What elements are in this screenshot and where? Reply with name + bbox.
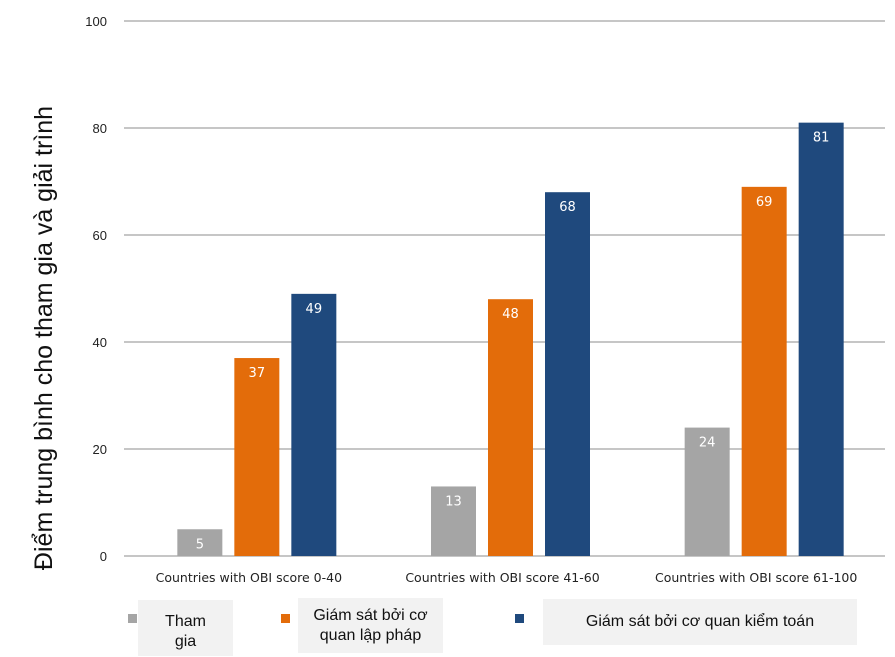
x-category-label: Countries with OBI score 41-60 xyxy=(405,570,599,585)
data-labels: 5 37 49 13 48 68 24 69 81 xyxy=(196,131,830,553)
x-axis-categories: Countries with OBI score 0-40 Countries w… xyxy=(156,570,858,585)
legend-swatch-audit xyxy=(515,614,524,623)
bar xyxy=(488,299,533,556)
data-label: 5 xyxy=(196,537,204,552)
data-label: 13 xyxy=(445,494,462,509)
y-axis-label: Điểm trung bình cho tham gia và giải trì… xyxy=(30,106,58,570)
data-label: 37 xyxy=(249,366,266,381)
legend-swatch-legislative xyxy=(281,614,290,623)
bar xyxy=(741,186,787,556)
legend-label-audit: Giám sát bởi cơ quan kiểm toán xyxy=(543,599,857,645)
legend-label-legislative: Giám sát bởi cơ quan lập pháp xyxy=(298,598,443,653)
bar xyxy=(545,192,590,556)
bars xyxy=(177,122,844,557)
data-label: 49 xyxy=(306,302,323,317)
y-tick-label: 20 xyxy=(93,442,107,457)
bar xyxy=(684,427,730,556)
legend-swatch-participation xyxy=(128,614,137,623)
data-label: 69 xyxy=(756,195,773,210)
data-label: 24 xyxy=(699,436,716,451)
bar xyxy=(798,122,844,557)
bar xyxy=(234,358,280,556)
bar xyxy=(431,486,476,556)
y-tick-label: 80 xyxy=(93,121,107,136)
bar xyxy=(177,529,223,556)
y-tick-label: 0 xyxy=(100,549,107,564)
y-tick-label: 60 xyxy=(93,228,107,243)
y-tick-label: 100 xyxy=(85,14,107,29)
y-tick-label: 40 xyxy=(93,335,107,350)
data-label: 81 xyxy=(813,131,830,146)
y-axis-ticks: 0 20 40 60 80 100 xyxy=(85,14,107,564)
data-label: 68 xyxy=(559,200,576,215)
data-label: 48 xyxy=(502,307,519,322)
x-category-label: Countries with OBI score 0-40 xyxy=(156,570,342,585)
legend-label-participation: Tham gia xyxy=(138,600,233,656)
x-category-label: Countries with OBI score 61-100 xyxy=(655,570,857,585)
bar xyxy=(291,293,337,556)
